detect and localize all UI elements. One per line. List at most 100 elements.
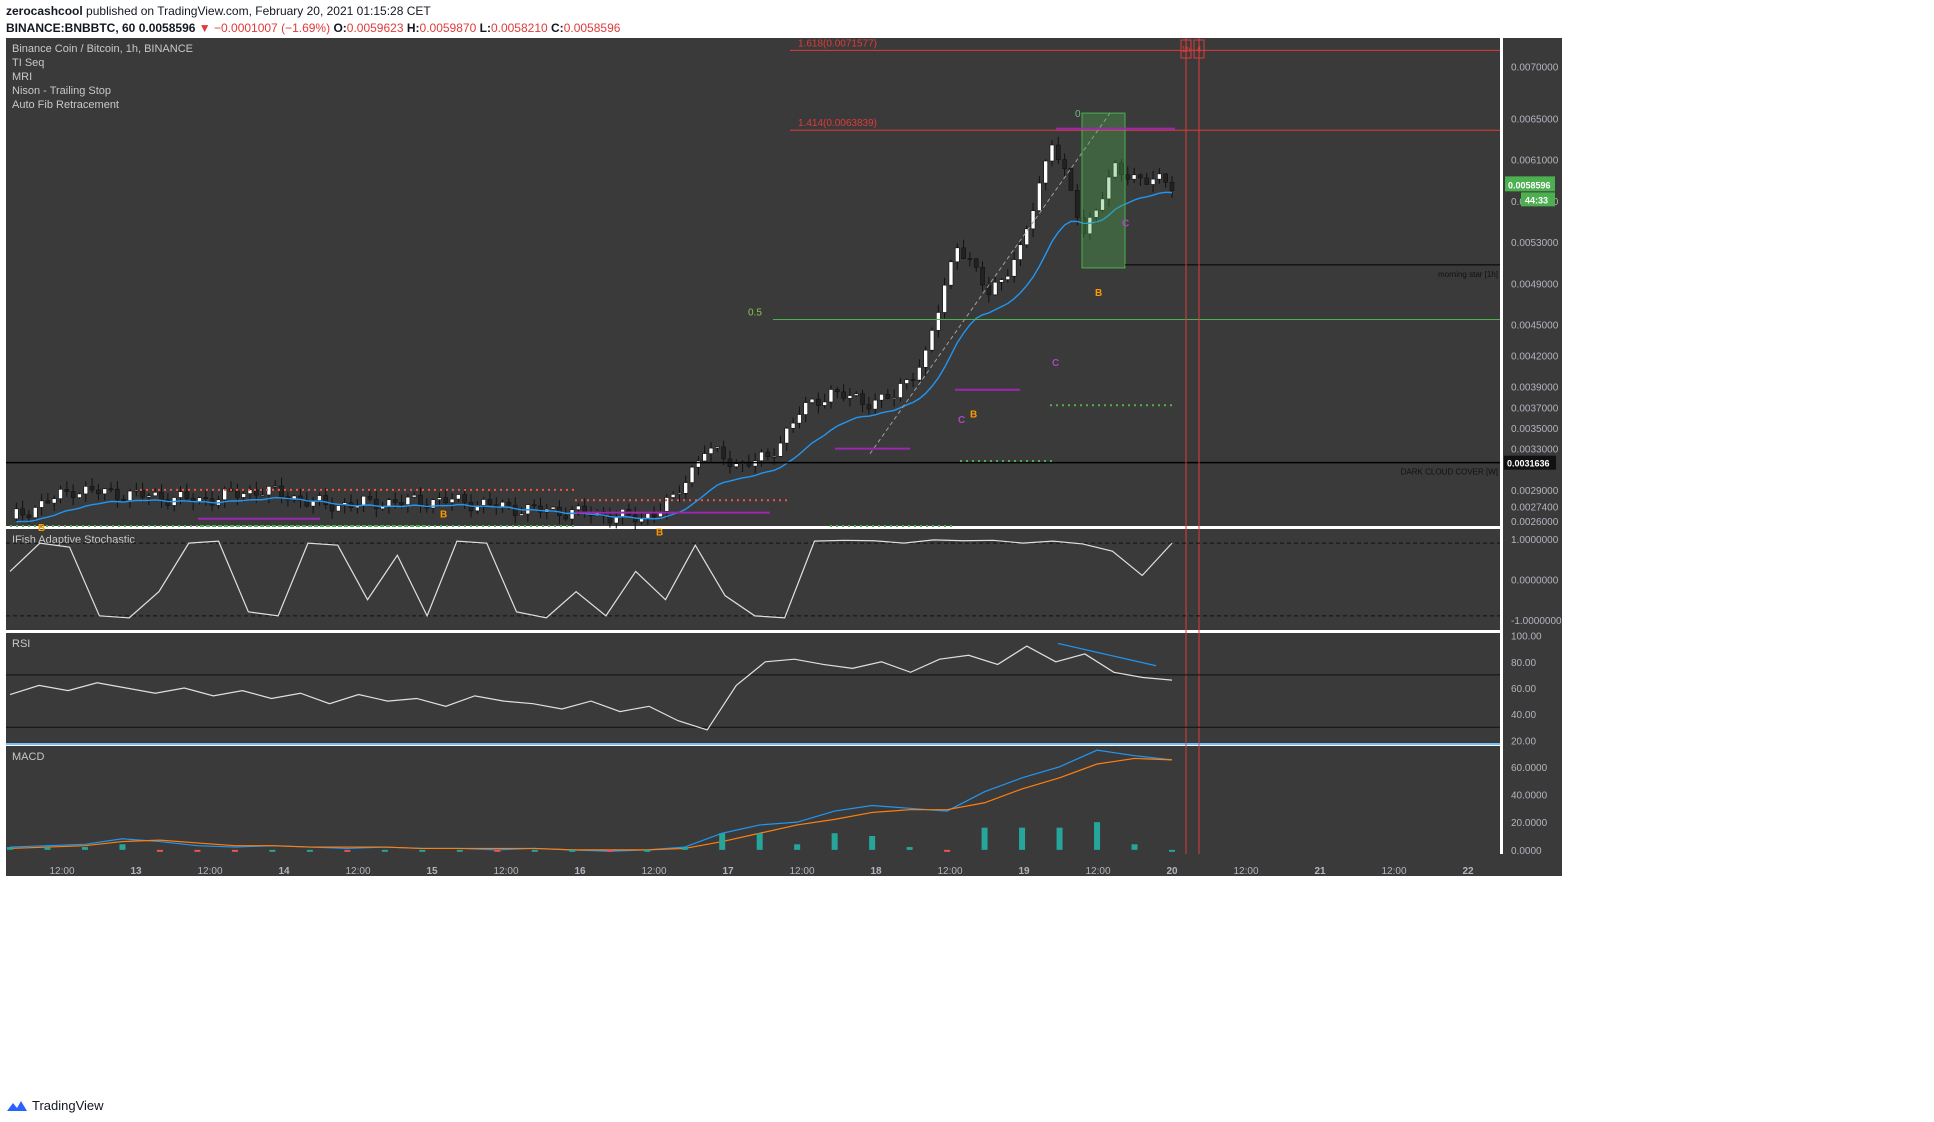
candle	[310, 496, 316, 514]
y-tick-label: 100.00	[1511, 632, 1542, 643]
candle-body	[26, 514, 32, 518]
candle	[272, 480, 278, 490]
candle	[923, 346, 929, 376]
candle	[58, 485, 63, 504]
candle	[443, 489, 449, 504]
ti-seq-b-marker: B	[440, 510, 447, 521]
candle-body	[241, 493, 246, 498]
x-tick-label: 12:00	[789, 866, 814, 877]
last-price-tag-background	[1505, 176, 1555, 192]
chart-canvas[interactable]: 12:00 13 12:00 14 12:00 15 12:00 16 12:00 17 12:00…	[0, 38, 1934, 1090]
macd-histogram-bar	[381, 849, 388, 852]
candle	[456, 494, 461, 503]
x-tick-label: 21	[1314, 866, 1326, 877]
candle-body	[613, 516, 619, 524]
candle	[942, 277, 947, 319]
candle	[866, 396, 872, 415]
candle	[860, 389, 865, 413]
macd-histogram-bar	[1169, 849, 1175, 852]
candle-body	[778, 442, 783, 457]
candle-body	[512, 504, 518, 516]
candle-body	[361, 495, 366, 506]
candle-body	[904, 379, 910, 384]
countdown-background	[1521, 192, 1555, 207]
candle	[904, 378, 910, 390]
x-tick-label: 12:00	[641, 866, 666, 877]
macd-histogram-bar	[944, 849, 951, 852]
candle	[127, 488, 133, 508]
candle-body	[430, 499, 436, 509]
candle-body	[51, 498, 57, 504]
time-cycle-box	[1180, 39, 1192, 59]
candle	[140, 482, 145, 502]
candle-body	[108, 488, 114, 491]
macd-histogram-bar	[344, 849, 351, 852]
macd-histogram-bar	[531, 849, 538, 852]
candle-body	[291, 495, 297, 501]
candle-body	[159, 492, 164, 501]
candle-body	[853, 393, 859, 396]
pane-title: MACD	[12, 751, 44, 763]
candle	[696, 456, 701, 476]
candle-body	[929, 330, 935, 351]
candle-body	[1125, 174, 1131, 180]
candle-body	[538, 505, 543, 513]
candle-body	[765, 451, 771, 457]
candle	[20, 500, 25, 523]
x-tick-label: 12:00	[493, 866, 518, 877]
candle-body	[759, 451, 764, 462]
candle	[702, 445, 707, 462]
fib-level-label: 0.5	[748, 308, 762, 319]
price-tag-label: 0.0031636	[1507, 459, 1550, 469]
candle	[1005, 269, 1011, 283]
fib-level-label: 1.414(0.0063839)	[798, 118, 877, 129]
tradingview-brand[interactable]: TradingView	[32, 1098, 104, 1113]
candle-body	[784, 427, 790, 444]
publisher-name[interactable]: zerocashcool	[6, 4, 83, 18]
pane-series-line	[9, 749, 1173, 852]
candle	[152, 488, 158, 497]
y-tick-label: -1.0000000	[1511, 616, 1562, 627]
y-tick-label: 0.0053000	[1511, 238, 1559, 249]
candle-body	[184, 491, 190, 499]
candle	[929, 327, 935, 353]
time-axis-background	[6, 854, 1562, 876]
macd-histogram-bar	[569, 849, 576, 852]
macd-histogram-bar	[1019, 827, 1026, 850]
candle-body	[923, 349, 929, 368]
macd-histogram-bar	[119, 844, 126, 850]
candle-body	[651, 513, 657, 517]
y-tick-label: 0.0000	[1511, 846, 1542, 857]
candle-body	[14, 508, 19, 520]
candle-body	[1138, 174, 1143, 179]
high-label: H:	[406, 21, 420, 35]
candle	[784, 426, 790, 451]
candle-body	[102, 488, 108, 495]
y-tick-label: 40.00	[1511, 710, 1536, 721]
candle-body	[373, 498, 379, 510]
x-tick-label: 15	[426, 866, 438, 877]
macd-histogram-bar	[194, 849, 201, 852]
candle	[1043, 159, 1048, 191]
candle	[664, 493, 670, 520]
pane-3-background	[6, 746, 1500, 854]
macd-histogram-bar	[906, 847, 913, 850]
candle-body	[683, 482, 689, 494]
legend-item: Auto Fib Retracement	[12, 99, 119, 111]
pane-series-line	[9, 539, 1173, 619]
ti-seq-c-marker: C	[1052, 358, 1059, 369]
candle-body	[443, 497, 449, 503]
footer: TradingView	[6, 1098, 104, 1113]
y-tick-label: 0.0026000	[1511, 517, 1559, 528]
candle-body	[456, 494, 461, 500]
candle	[329, 497, 335, 519]
pane-0-background	[6, 38, 1500, 526]
candle-body	[973, 258, 979, 268]
candle	[487, 492, 493, 507]
macd-histogram-bar	[1094, 822, 1101, 850]
candle-body	[329, 504, 335, 512]
low-value: 0.0058210	[490, 21, 548, 35]
y-tick-label: 0.0045000	[1511, 321, 1559, 332]
candle	[51, 495, 57, 511]
candle	[89, 478, 95, 494]
